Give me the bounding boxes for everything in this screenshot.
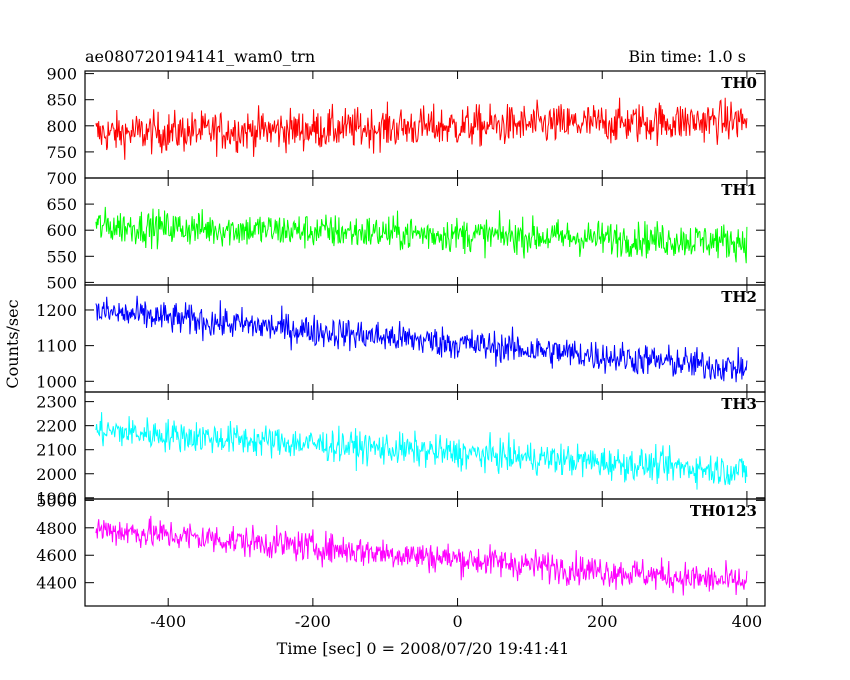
y-axis-label: Counts/sec [3, 299, 22, 388]
y-tick-label: 800 [46, 117, 77, 136]
panel-frame [84, 284, 766, 393]
y-tick-label: 2100 [36, 441, 77, 460]
bin-time-label: Bin time: 1.0 s [628, 47, 746, 66]
x-tick-label: 0 [452, 612, 462, 631]
x-tick-label: 200 [587, 612, 618, 631]
panels-group: 700 750 800 850 900 TH0 500 550 600 650 TH1 1000 110… [36, 65, 766, 631]
y-tick-label: 2300 [36, 393, 77, 412]
panel-label: TH3 [721, 395, 757, 413]
y-tick-label: 4600 [36, 546, 77, 565]
y-tick-label: 500 [46, 273, 77, 292]
panel-label: TH2 [721, 288, 757, 306]
series-line-th0123 [95, 515, 748, 596]
panel-label: TH0 [721, 74, 757, 92]
y-tick-label: 4800 [36, 519, 77, 538]
series-line-th3 [95, 412, 748, 490]
x-tick-label: -200 [295, 612, 331, 631]
y-tick-label: 4400 [36, 574, 77, 593]
panel-th0123: 4400 4600 4800 5000 TH0123 [36, 491, 766, 607]
y-tick-label: 2000 [36, 465, 77, 484]
x-tick-label: -400 [150, 612, 186, 631]
series-line-th1 [95, 206, 748, 264]
x-axis-label: Time [sec] 0 = 2008/07/20 19:41:41 [277, 639, 570, 658]
y-tick-label: 850 [46, 91, 77, 110]
y-tick-label: 1000 [36, 372, 77, 391]
series-line-th0 [95, 97, 748, 160]
y-tick-label: 650 [46, 195, 77, 214]
panel-th3: 1900 2000 2100 2200 2300 TH3 [36, 391, 766, 508]
y-tick-label: 1200 [36, 301, 77, 320]
y-tick-label: 900 [46, 65, 77, 84]
y-tick-label: 5000 [36, 491, 77, 510]
panel-th1: 500 550 600 650 TH1 [46, 177, 766, 292]
y-tick-label: 600 [46, 221, 77, 240]
y-tick-label: 750 [46, 143, 77, 162]
panel-label: TH1 [721, 181, 757, 199]
series-line-th2 [95, 295, 748, 383]
chart-title: ae080720194141_wam0_trn [85, 47, 315, 66]
y-tick-label: 2200 [36, 417, 77, 436]
panel-frame [84, 498, 766, 607]
panel-th0: 700 750 800 850 900 TH0 [46, 65, 766, 188]
y-tick-label: 1100 [36, 337, 77, 356]
x-tick-label: 400 [732, 612, 763, 631]
panel-label: TH0123 [690, 502, 757, 520]
panel-th2: 1000 1100 1200 TH2 [36, 284, 766, 393]
y-tick-label: 1900 [36, 489, 77, 508]
y-tick-label: 550 [46, 247, 77, 266]
y-tick-label: 700 [46, 169, 77, 188]
